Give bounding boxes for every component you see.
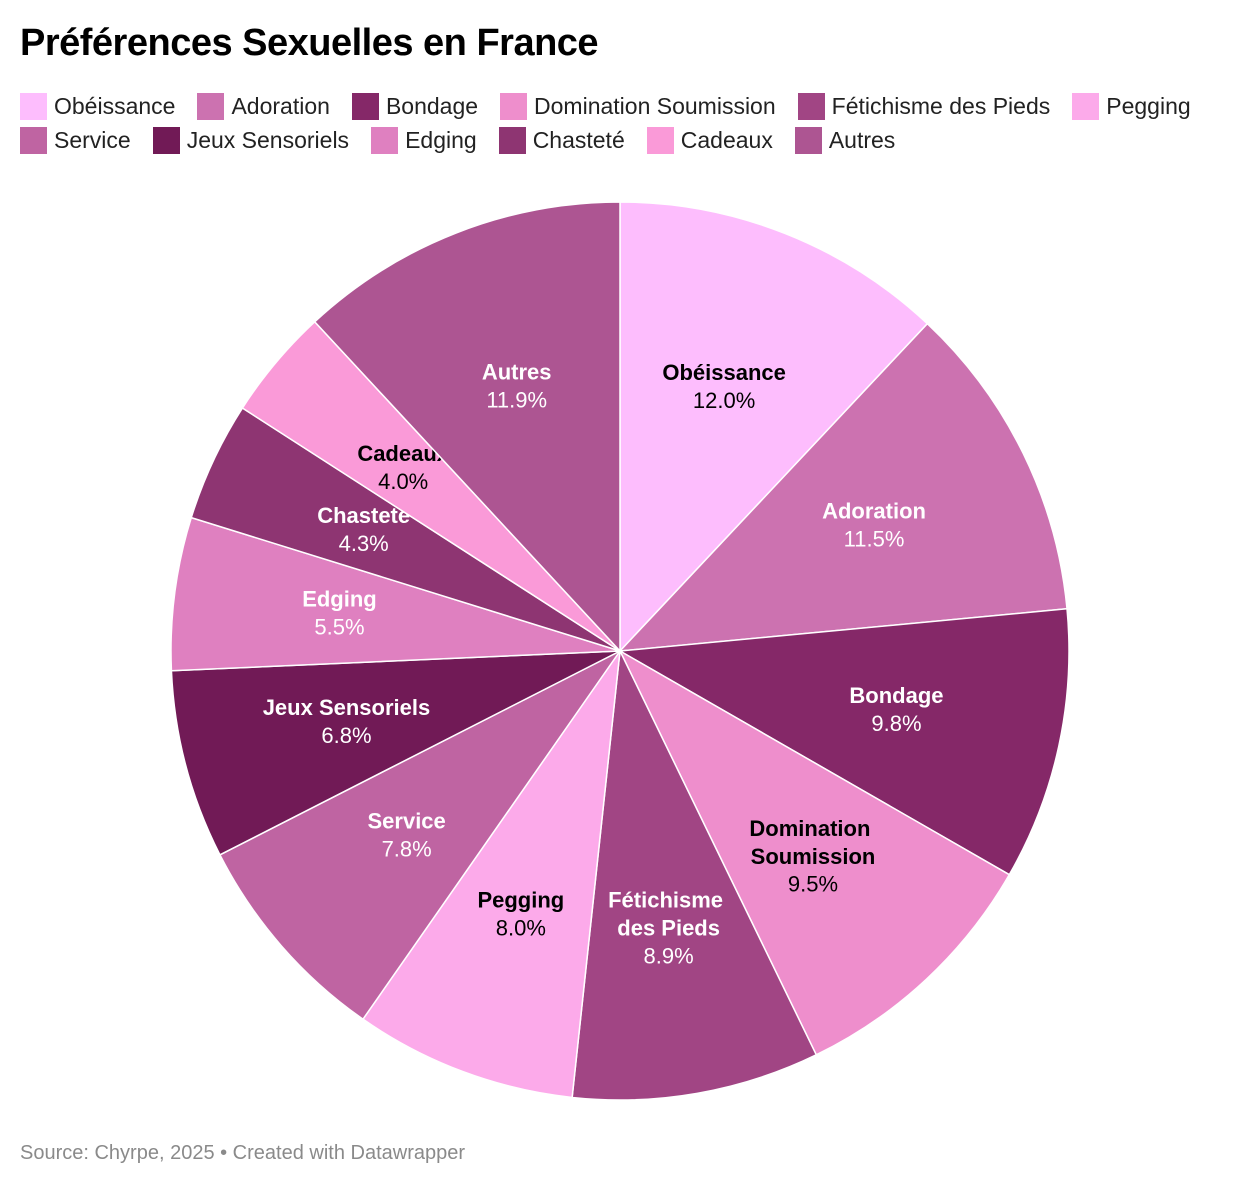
legend-swatch — [500, 92, 528, 120]
slice-label: Chasteté — [317, 503, 410, 528]
legend-item: Adoration — [197, 92, 330, 120]
pie-slice — [170, 516, 621, 672]
legend-item: Edging — [371, 126, 477, 154]
source: Source: Chyrpe, 2025 • Created with Data… — [20, 1142, 466, 1164]
legend-label: Service — [54, 126, 131, 153]
slice-value: 7.8% — [382, 837, 432, 862]
legend-swatch — [351, 92, 379, 120]
pie-slice — [619, 201, 929, 653]
legend-swatch — [197, 92, 225, 120]
slice-label: Service — [367, 809, 445, 834]
legend-item: Cadeaux — [646, 126, 773, 154]
slice-label: Jeux Sensoriels — [263, 695, 431, 720]
legend-item: Fétichisme des Pieds — [797, 92, 1051, 120]
legend-label: Jeux Sensoriels — [186, 126, 350, 153]
legend-item: Obéissance — [20, 92, 175, 120]
legend-swatch — [646, 126, 674, 154]
slice-label: Fétichisme des Pieds — [608, 887, 729, 940]
legend-label: Bondage — [385, 92, 479, 119]
pie-slice — [571, 648, 818, 1101]
slice-label: Adoration — [822, 498, 926, 523]
legend-label: Cadeaux — [680, 126, 773, 153]
legend-swatch — [498, 126, 526, 154]
chart-title: Préférences Sexuelles en France — [20, 22, 599, 64]
slice-value: 6.8% — [321, 723, 371, 748]
legend-item: Domination Soumission — [500, 92, 776, 120]
legend-swatch — [20, 92, 47, 120]
legend-swatch — [797, 92, 825, 120]
pie-slice — [313, 201, 621, 653]
slice-value: 4.0% — [378, 469, 428, 494]
legend-item: Bondage — [351, 92, 479, 120]
legend-swatch — [794, 126, 822, 154]
legend-swatch — [152, 126, 180, 154]
pie-slice — [617, 607, 1070, 876]
pie-slice — [170, 650, 621, 856]
pie-slice — [361, 650, 621, 1099]
slice-value: 11.9% — [486, 387, 547, 412]
legend-item: Pegging — [1072, 92, 1191, 120]
pie-slice — [218, 650, 621, 1021]
legend-label: Adoration — [231, 92, 330, 119]
slice-value: 9.5% — [788, 872, 838, 897]
legend-swatch — [20, 126, 47, 154]
legend-item: Jeux Sensoriels — [152, 126, 350, 154]
slice-label: Pegging — [477, 888, 564, 913]
pie-slice — [618, 649, 1011, 1056]
legend-swatch — [1072, 92, 1100, 120]
legend-label: Chasteté — [532, 126, 625, 153]
legend: Obéissance Adoration Bondage Domination Sou… — [20, 92, 1230, 154]
slice-value: 8.9% — [644, 943, 694, 968]
slice-label: Bondage — [849, 683, 943, 708]
legend-swatch — [371, 126, 399, 154]
slice-value: 5.5% — [314, 614, 364, 639]
legend-item: Autres — [794, 126, 896, 154]
slice-value: 4.3% — [339, 531, 389, 556]
legend-label: Edging — [405, 126, 477, 153]
slice-label: Obéissance — [662, 360, 786, 385]
legend-label: Autres — [828, 126, 896, 153]
legend-label: Fétichisme des Pieds — [831, 92, 1051, 119]
legend-label: Domination Soumission — [534, 92, 776, 119]
slice-label: Edging — [302, 586, 377, 611]
pie-slice — [618, 322, 1068, 652]
legend-item: Chasteté — [498, 126, 625, 154]
legend-label: Obéissance — [54, 92, 176, 119]
slice-label: Autres — [482, 359, 552, 384]
slice-value: 12.0% — [693, 388, 755, 413]
slice-value: 9.8% — [871, 711, 921, 736]
legend-item: Service — [20, 126, 131, 154]
slice-value: 8.0% — [496, 916, 546, 941]
legend-label: Pegging — [1106, 92, 1191, 119]
slice-label: Domination Soumission — [749, 816, 876, 869]
slice-value: 11.5% — [844, 526, 905, 551]
